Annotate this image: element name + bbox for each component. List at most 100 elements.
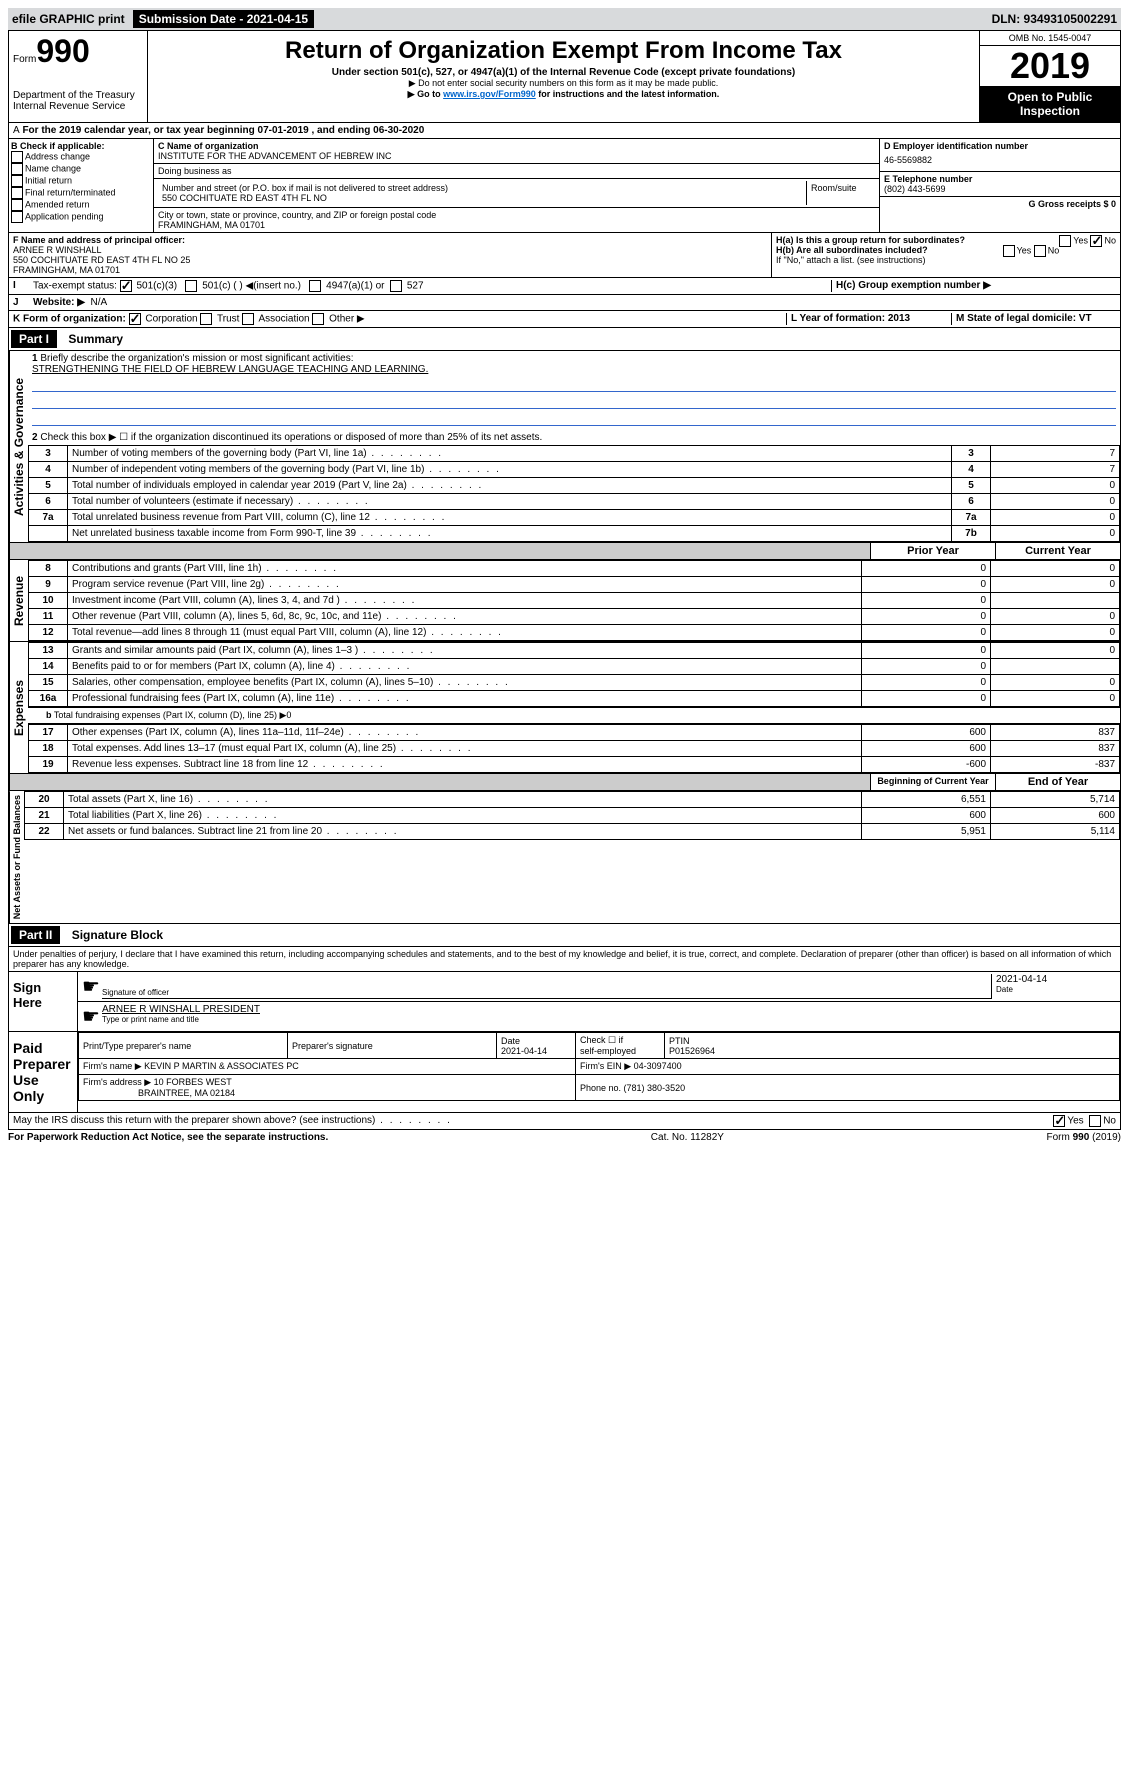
revenue-block: Revenue 8Contributions and grants (Part … — [8, 560, 1121, 642]
cb-assoc[interactable] — [242, 313, 254, 325]
begin-end-header: Beginning of Current Year End of Year — [8, 774, 1121, 791]
footer-mid: Cat. No. 11282Y — [651, 1132, 724, 1143]
submission-date: Submission Date - 2021-04-15 — [133, 10, 314, 28]
netassets-table: 20Total assets (Part X, line 16)6,5515,7… — [24, 791, 1120, 840]
secd-label: D Employer identification number — [884, 141, 1116, 151]
part2-header: Part II — [11, 926, 60, 944]
discuss-row: May the IRS discuss this return with the… — [8, 1113, 1121, 1130]
cb-other[interactable] — [312, 313, 324, 325]
sign-here-block: Sign Here ☛ Signature of officer 2021-04… — [8, 972, 1121, 1032]
officer-addr2: FRAMINGHAM, MA 01701 — [13, 265, 767, 275]
secb-header: B Check if applicable: — [11, 141, 151, 151]
date-label: Date — [996, 985, 1116, 994]
irs-link[interactable]: www.irs.gov/Form990 — [443, 89, 536, 99]
cb-pending[interactable]: Application pending — [11, 211, 151, 223]
note2: ▶ Go to www.irs.gov/Form990 for instruct… — [152, 89, 975, 100]
cb-initial[interactable]: Initial return — [11, 175, 151, 187]
secl: L Year of formation: 2013 — [786, 313, 951, 325]
cb-501c3[interactable] — [120, 280, 132, 292]
h-note: If "No," attach a list. (see instruction… — [776, 255, 1116, 265]
side-expenses: Expenses — [9, 642, 28, 773]
cb-final[interactable]: Final return/terminated — [11, 187, 151, 199]
cb-discuss-no[interactable] — [1089, 1115, 1101, 1127]
footer-right: Form 990 (2019) — [1047, 1132, 1121, 1143]
firm-phone: Phone no. (781) 380-3520 — [576, 1075, 1120, 1101]
q1: Briefly describe the organization's miss… — [40, 353, 353, 364]
city-value: FRAMINGHAM, MA 01701 — [158, 220, 875, 230]
cb-name[interactable]: Name change — [11, 163, 151, 175]
cb-4947[interactable] — [309, 280, 321, 292]
secf-label: F Name and address of principal officer: — [13, 235, 767, 245]
section-bcdefg: B Check if applicable: Address change Na… — [8, 139, 1121, 233]
room-label: Room/suite — [807, 181, 875, 205]
efile-label[interactable]: efile GRAPHIC print — [12, 12, 125, 26]
side-revenue: Revenue — [9, 560, 28, 641]
ha-row: H(a) Is this a group return for subordin… — [776, 235, 1116, 245]
revenue-table: 8Contributions and grants (Part VIII, li… — [28, 560, 1120, 641]
prior-current-header: Prior Year Current Year — [8, 543, 1121, 560]
org-name: INSTITUTE FOR THE ADVANCEMENT OF HEBREW … — [158, 151, 875, 161]
cb-501c[interactable] — [185, 280, 197, 292]
section-klm: K Form of organization: Corporation Trus… — [8, 311, 1121, 328]
period-row: A For the 2019 calendar year, or tax yea… — [8, 123, 1121, 139]
officer-addr1: 550 COCHITUATE RD EAST 4TH FL NO 25 — [13, 255, 767, 265]
sig-officer-label: Signature of officer — [102, 988, 991, 997]
dept-label: Department of the Treasury Internal Reve… — [13, 90, 143, 112]
side-netassets: Net Assets or Fund Balances — [9, 791, 24, 923]
form-title: Return of Organization Exempt From Incom… — [152, 37, 975, 65]
firm-ein: Firm's EIN ▶ 04-3097400 — [576, 1059, 1120, 1075]
secc-label: C Name of organization — [158, 141, 875, 151]
street-address: 550 COCHITUATE RD EAST 4TH FL NO — [162, 193, 327, 203]
website-value: N/A — [91, 297, 108, 308]
dln: DLN: 93493105002291 — [992, 12, 1117, 26]
tax-year: 2019 — [980, 46, 1120, 86]
firm-name: KEVIN P MARTIN & ASSOCIATES PC — [144, 1061, 299, 1071]
ein-value: 46-5569882 — [884, 151, 1116, 169]
form-subtitle: Under section 501(c), 527, or 4947(a)(1)… — [152, 67, 975, 78]
cb-trust[interactable] — [200, 313, 212, 325]
q2: Check this box ▶ ☐ if the organization d… — [40, 432, 542, 443]
sign-date: 2021-04-14 — [996, 974, 1116, 985]
sece-label: E Telephone number — [884, 174, 1116, 184]
expenses-block: Expenses 13Grants and similar amounts pa… — [8, 642, 1121, 774]
officer-name: ARNEE R WINSHALL — [13, 245, 767, 255]
part1-header: Part I — [11, 330, 57, 348]
form-number: Form990 — [13, 33, 143, 70]
section-j: J Website: ▶ N/A — [8, 295, 1121, 311]
prep-date: 2021-04-14 — [501, 1046, 547, 1056]
footer: For Paperwork Reduction Act Notice, see … — [8, 1130, 1121, 1145]
firm-addr1: 10 FORBES WEST — [154, 1077, 232, 1087]
dba-label: Doing business as — [158, 166, 232, 176]
addr-label: Number and street (or P.O. box if mail i… — [162, 183, 448, 193]
cb-discuss-yes[interactable] — [1053, 1115, 1065, 1127]
cb-corp[interactable] — [129, 313, 141, 325]
paid-preparer-block: Paid Preparer Use Only Print/Type prepar… — [8, 1032, 1121, 1113]
prep-sig-hdr: Preparer's signature — [288, 1033, 497, 1059]
paid-label: Paid Preparer Use Only — [9, 1032, 78, 1112]
part1-title: Summary — [60, 332, 123, 346]
cb-527[interactable] — [390, 280, 402, 292]
phone-value: (802) 443-5699 — [884, 184, 1116, 194]
footer-left: For Paperwork Reduction Act Notice, see … — [8, 1132, 328, 1143]
expenses2-table: 17Other expenses (Part IX, column (A), l… — [28, 724, 1120, 773]
prep-name-hdr: Print/Type preparer's name — [79, 1033, 288, 1059]
activities-block: Activities & Governance 1 Briefly descri… — [8, 351, 1121, 543]
note1: ▶ Do not enter social security numbers o… — [152, 78, 975, 89]
hc-label: H(c) Group exemption number ▶ — [831, 280, 1116, 292]
line-b: Total fundraising expenses (Part IX, col… — [54, 710, 292, 720]
omb-number: OMB No. 1545-0047 — [980, 31, 1120, 46]
governance-table: 3Number of voting members of the governi… — [28, 445, 1120, 542]
signer-name: ARNEE R WINSHALL PRESIDENT — [102, 1004, 1116, 1015]
sign-here-label: Sign Here — [9, 972, 78, 1031]
secm: M State of legal domicile: VT — [951, 313, 1116, 325]
top-bar: efile GRAPHIC print Submission Date - 20… — [8, 8, 1121, 30]
cb-address[interactable]: Address change — [11, 151, 151, 163]
city-label: City or town, state or province, country… — [158, 210, 875, 220]
perjury-text: Under penalties of perjury, I declare th… — [8, 947, 1121, 972]
mission-text: STRENGTHENING THE FIELD OF HEBREW LANGUA… — [32, 364, 428, 375]
open-inspection: Open to Public Inspection — [980, 86, 1120, 122]
netassets-block: Net Assets or Fund Balances 20Total asse… — [8, 791, 1121, 924]
title-block: Form990 Department of the Treasury Inter… — [8, 30, 1121, 123]
cb-amended[interactable]: Amended return — [11, 199, 151, 211]
secg-label: G Gross receipts $ 0 — [884, 199, 1116, 209]
